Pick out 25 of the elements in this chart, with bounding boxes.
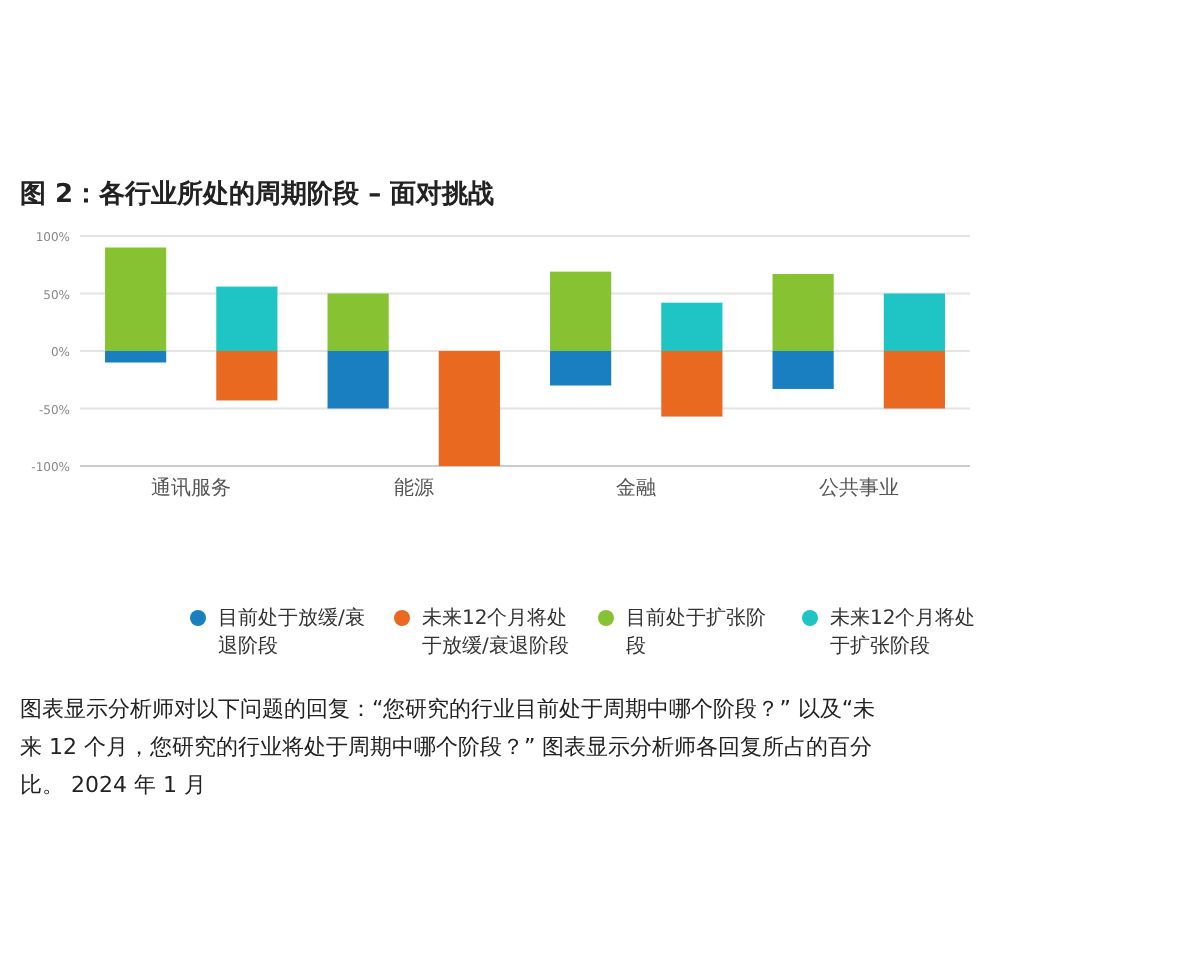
legend-label: 目前处于扩张阶段 xyxy=(626,605,768,660)
bar xyxy=(883,351,945,409)
bar xyxy=(550,351,612,386)
text: 图表显示分析师对以下问题的回复：“您研究的行业目前处于周期中哪个阶段？” 以及“未来 12 个月，您研究的行业将处于周期中哪个阶段？” 图表显示分析师各回复所占的百分比。 2024 年 1 月 xyxy=(20,694,878,802)
bar xyxy=(105,247,167,351)
bar xyxy=(438,351,500,466)
bar xyxy=(772,273,834,351)
legend-label: 目前处于放缓/衰退阶段 xyxy=(218,605,366,660)
bar xyxy=(772,351,834,389)
bar xyxy=(105,351,167,363)
chart-title: 图 2：各行业所处的周期阶段 – 面对挑战 xyxy=(20,178,495,212)
bar xyxy=(327,293,389,351)
bar xyxy=(661,351,723,417)
x-tick-label: 公共事业 xyxy=(818,476,899,500)
bar xyxy=(661,302,723,351)
legend-label: 未来12个月将处于扩张阶段 xyxy=(830,605,978,660)
bar xyxy=(216,286,278,351)
x-tick-label: 能源 xyxy=(393,476,434,500)
x-tick-label: 通讯服务 xyxy=(151,476,232,500)
legend-label: 未来12个月将处于放缓/衰退阶段 xyxy=(422,605,570,660)
bar xyxy=(327,351,389,409)
x-tick-label: 金融 xyxy=(616,476,657,500)
bar xyxy=(883,293,945,351)
bar xyxy=(216,351,278,401)
bar xyxy=(550,271,612,351)
